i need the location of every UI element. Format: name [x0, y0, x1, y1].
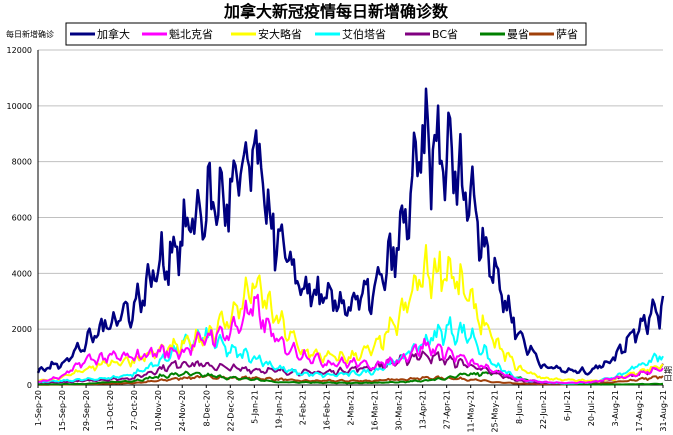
x-tick-label: 3-Aug-21	[611, 390, 620, 427]
x-tick-label: 2-Mar-21	[347, 390, 356, 426]
y-tick-label: 12000	[7, 46, 32, 55]
x-tick-label: 22-Dec-20	[226, 390, 235, 432]
x-tick-label: 27-Apr-21	[443, 390, 452, 429]
y-axis-label: 每日新增确诊	[6, 29, 54, 39]
x-tick-label: 5-Jan-21	[250, 390, 259, 424]
x-tick-label: 6-Jul-21	[563, 390, 572, 421]
y-tick-label: 2000	[12, 325, 32, 334]
x-tick-label: 29-Sep-20	[82, 390, 91, 431]
x-tick-label: 16-Feb-21	[322, 390, 331, 430]
y-tick-label: 4000	[12, 269, 32, 278]
legend-label: 艾伯塔省	[342, 27, 386, 41]
x-tick-label: 2-Feb-21	[298, 390, 307, 425]
y-tick-label: 6000	[12, 214, 32, 223]
legend-label: BC省	[432, 28, 458, 41]
legend-label: 曼省	[507, 28, 529, 41]
x-tick-label: 8-Dec-20	[202, 390, 211, 427]
x-tick-label: 20-Jul-21	[587, 390, 596, 426]
x-tick-label: 17-Aug-21	[635, 390, 644, 432]
series-line-魁北克省	[37, 293, 664, 385]
x-tick-label: 1-Sep-20	[34, 390, 43, 426]
y-tick-label: 0	[27, 381, 32, 390]
x-tick-label: 13-Oct-20	[106, 390, 115, 430]
x-axis-label: 日期	[664, 366, 673, 382]
x-tick-label: 11-May-21	[467, 390, 476, 433]
x-tick-label: 22-Jun-21	[539, 390, 548, 429]
legend-label: 萨省	[556, 28, 578, 41]
x-tick-label: 30-Mar-21	[395, 390, 404, 431]
x-tick-label: 10-Nov-20	[154, 390, 163, 432]
x-tick-label: 8-Jun-21	[515, 390, 524, 424]
series-line-加拿大	[36, 87, 665, 376]
legend: 加拿大 魁北克省 安大略省 艾伯塔省 BC省 曼省 萨省	[65, 22, 587, 46]
legend-label: 魁北克省	[169, 27, 213, 41]
x-tick-label: 24-Nov-20	[178, 390, 187, 432]
x-tick-label: 31-Aug-21	[659, 390, 668, 432]
x-tick-label: 27-Oct-20	[130, 390, 139, 430]
y-tick-label: 10000	[7, 102, 32, 111]
legend-label: 加拿大	[97, 27, 130, 41]
x-tick-label: 19-Jan-21	[274, 390, 283, 429]
x-tick-label: 15-Sep-20	[58, 390, 67, 431]
legend-label: 安大略省	[258, 27, 302, 41]
x-tick-label: 16-Mar-21	[371, 390, 380, 431]
x-tick-label: 25-May-21	[491, 390, 500, 433]
y-tick-label: 8000	[12, 158, 32, 167]
chart-title: 加拿大新冠疫情每日新增确诊数	[223, 2, 449, 21]
x-tick-label: 13-Apr-21	[419, 390, 428, 429]
